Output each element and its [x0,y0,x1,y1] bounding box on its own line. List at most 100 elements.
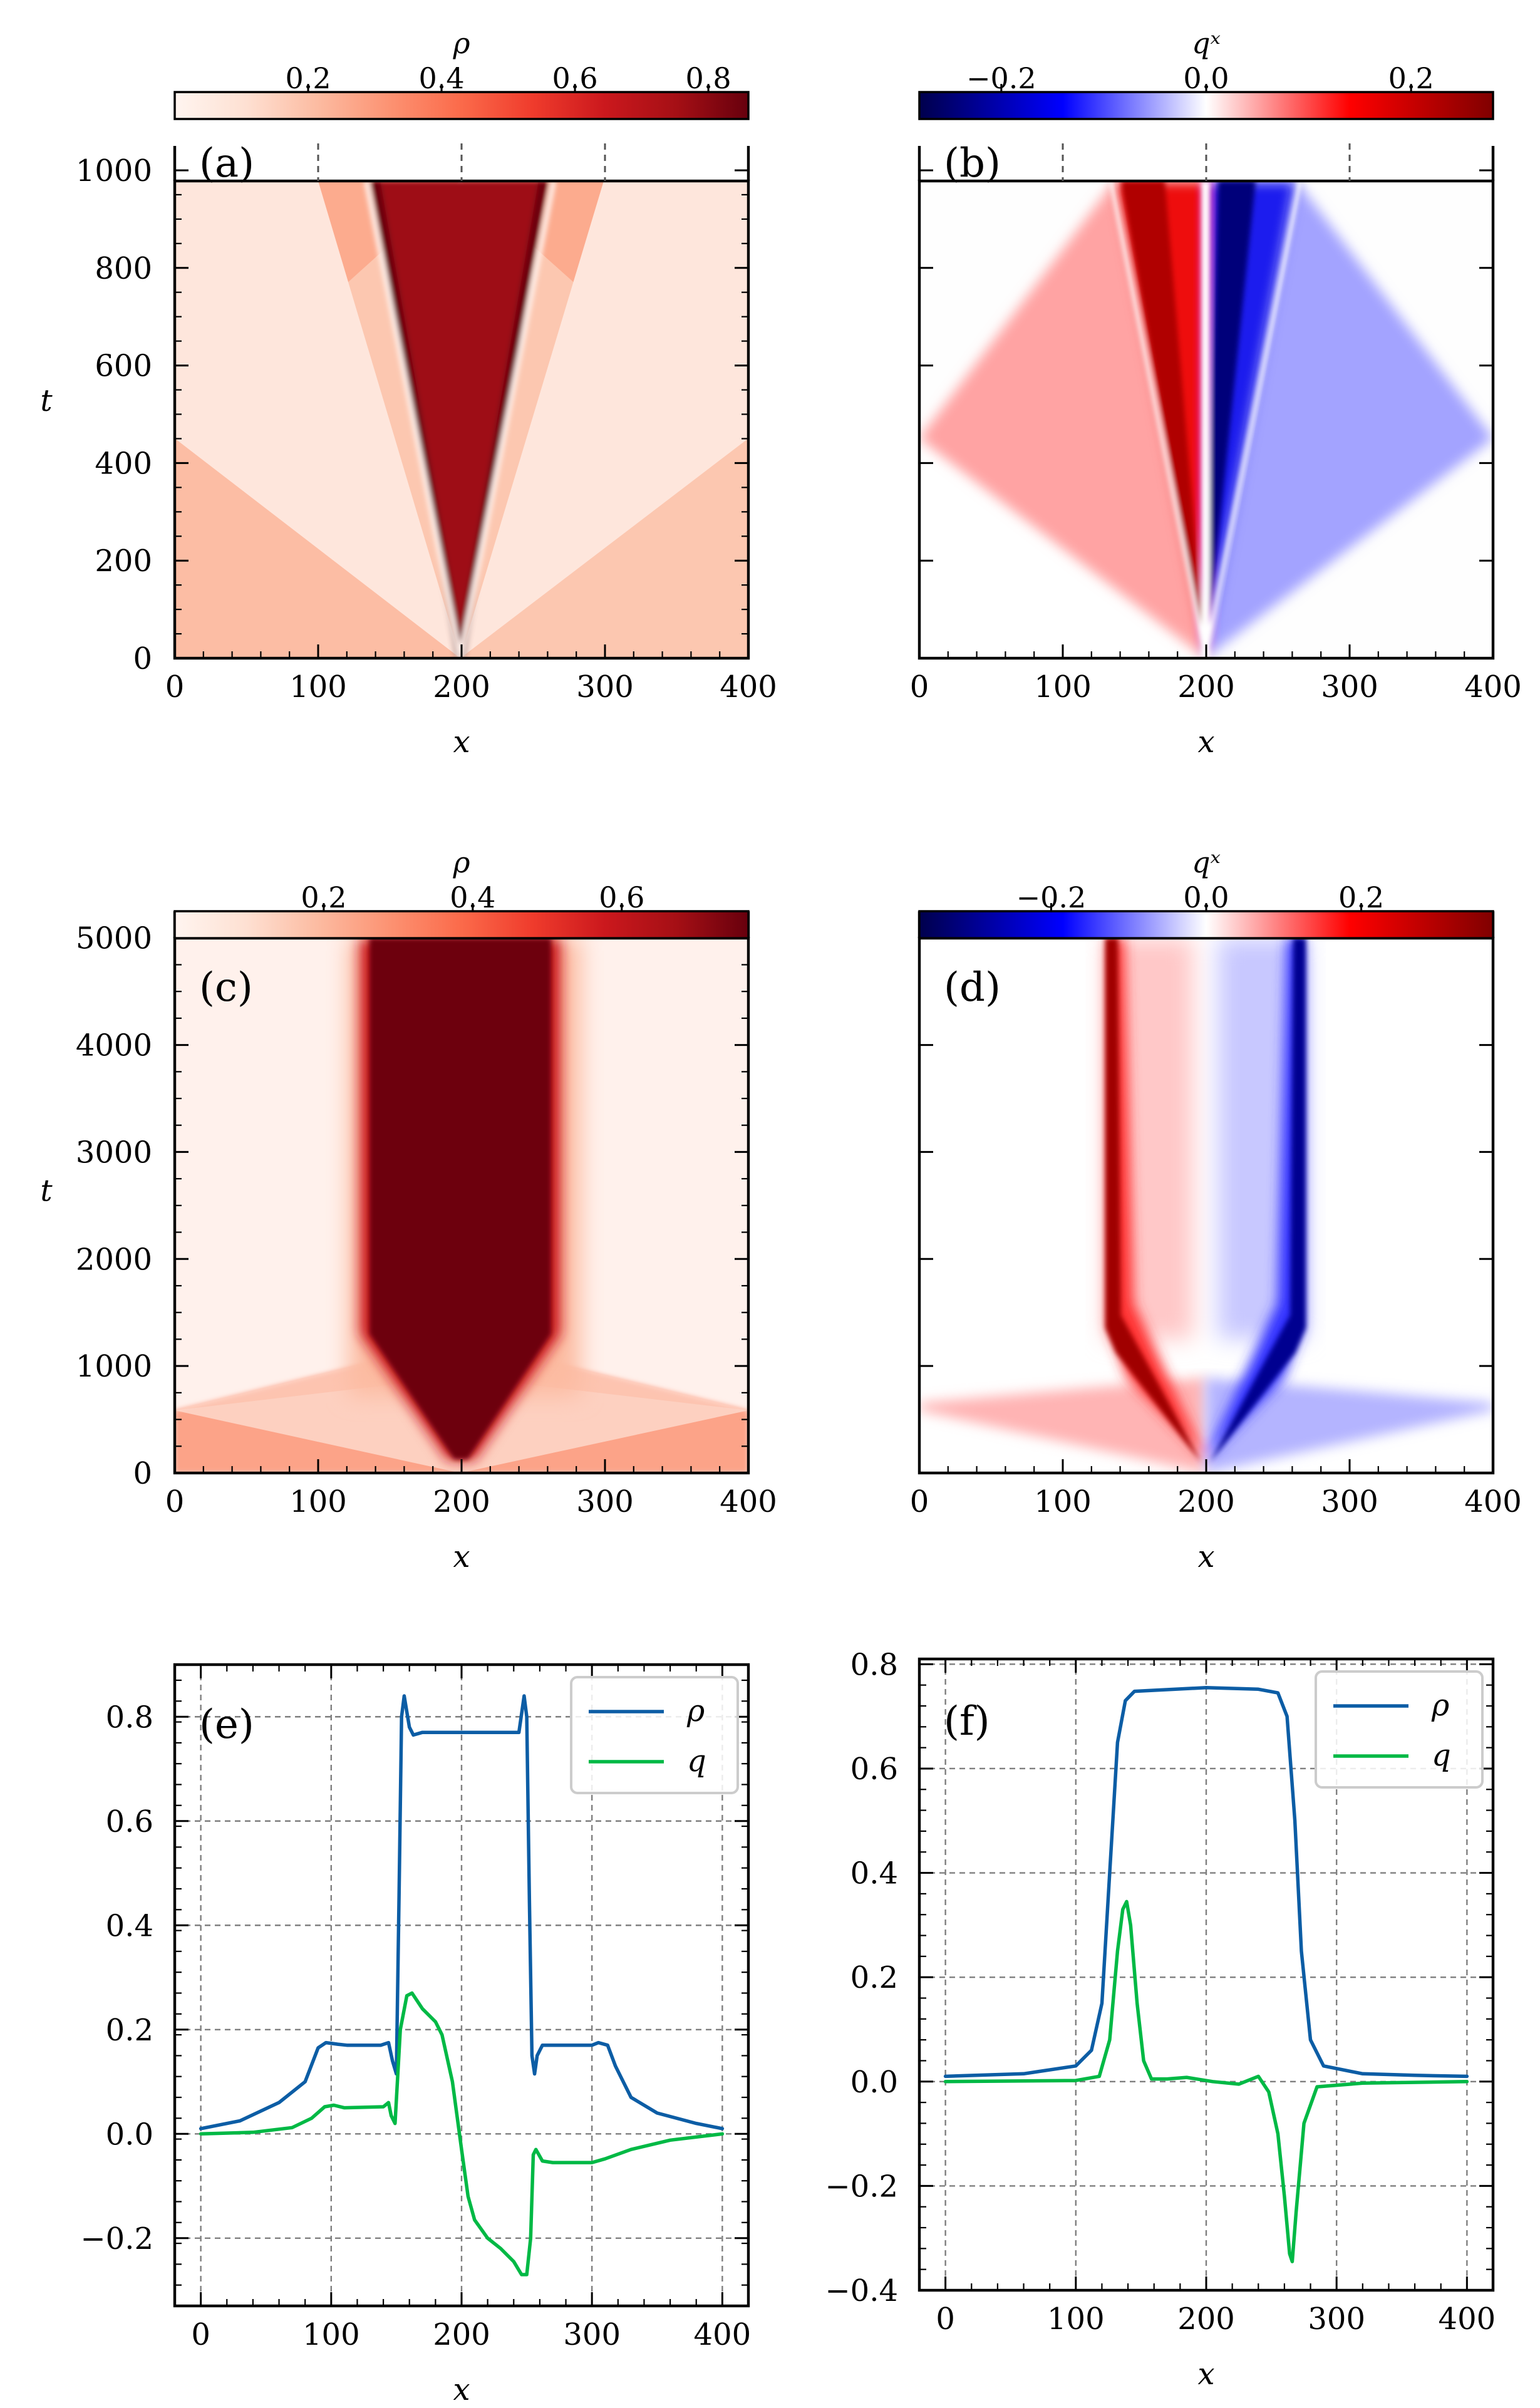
panel-d-qx-heatmap: (d) −0.2 0.0 0.2 qˣ 0 100 200 300 400 x [910,845,1522,1574]
y-tick-label: −0.2 [825,2169,898,2204]
y-tick-label: 0.0 [850,2065,898,2100]
x-tick-label: 0 [165,669,185,705]
x-tick-label: 300 [1321,1484,1378,1519]
panel-label: (f) [944,1698,990,1745]
panel-label: (a) [199,140,254,187]
colorbar [918,910,1494,939]
y-tick-label: 4000 [76,1028,152,1063]
panel-e-line-plot: (e) ρq 0 100 200 300 400 −0.2 0.0 0.2 0.4 0.6 0.8 x [80,1663,752,2407]
colorbar-tick-label: 0.6 [599,881,644,914]
x-tick-label: 200 [433,2317,490,2352]
x-axis-label: x [453,1539,470,1574]
y-tick-label: 1000 [76,153,152,189]
panel-label: (c) [199,964,253,1011]
panel-f-line-plot: (f) ρq 0 100 200 300 400 −0.4 −0.2 0.0 0.2 0.4 0.6… [825,1647,1496,2392]
legend-box [570,1676,739,1794]
x-axis-label: x [453,2372,470,2407]
legend-entry: ρ [686,1693,705,1728]
panel-a-rho-heatmap: (a) 0.2 0.4 0.6 0.8 ρ 0 100 200 300 400 x 0 200 400 60… [40,26,777,760]
y-tick-label: 0.8 [106,1700,153,1735]
y-tick-label: 0.2 [850,1960,898,1995]
x-tick-label: 300 [576,1484,634,1519]
colorbar-tick-label: 0.2 [285,61,331,95]
colorbar-label: ρ [452,845,470,879]
x-tick-label: 200 [1177,669,1235,705]
x-tick-label: 100 [1034,1484,1092,1519]
x-tick-label: 100 [1047,2302,1105,2337]
legend-entry: ρ [1431,1688,1449,1723]
x-axis-label: x [1197,2357,1214,2392]
heatmap-a-image [175,181,748,658]
colorbar-label: ρ [452,26,470,60]
y-tick-label: 0.0 [106,2117,153,2152]
y-tick-label: 200 [95,544,152,579]
y-tick-label: 0 [133,641,152,676]
y-tick-label: 5000 [76,921,152,956]
heatmap-d-image [919,938,1493,1473]
y-tick-label: 600 [95,349,152,384]
x-tick-label: 400 [1464,1484,1522,1519]
x-tick-label: 0 [910,1484,929,1519]
colorbar-tick-label: 0.4 [450,881,495,914]
x-tick-label: 400 [694,2317,752,2352]
colorbar-label: qˣ [1192,26,1221,60]
colorbar-tick-label: −0.2 [1016,881,1087,914]
x-tick-label: 200 [1177,1484,1235,1519]
x-axis-label: x [1197,1539,1214,1574]
heatmap-b-image [919,181,1493,658]
y-tick-label: 1000 [76,1349,152,1384]
y-tick-label: 0 [133,1456,152,1491]
colorbar [918,91,1494,120]
x-tick-label: 100 [289,669,347,705]
panel-label: (b) [944,140,1001,187]
colorbar-tick-label: 0.2 [1338,881,1384,914]
series-line-q [199,1991,725,2276]
series-line-rho [199,1694,725,2131]
colorbar [173,910,750,939]
colorbar-tick-label: 0.6 [552,61,597,95]
x-axis-label: x [453,725,470,760]
y-axis-label: t [40,1174,53,1209]
y-tick-label: 0.2 [106,2013,153,2048]
x-tick-label: 400 [720,669,777,705]
x-tick-label: 100 [302,2317,360,2352]
y-tick-label: 0.6 [850,1752,898,1787]
colorbar-tick-label: 0.4 [418,61,464,95]
series-line-q [943,1899,1469,2263]
y-tick-label: 2000 [76,1242,152,1277]
colorbar-tick-label: 0.0 [1183,61,1229,95]
x-tick-label: 300 [1321,669,1378,705]
x-tick-label: 200 [433,1484,490,1519]
panel-c-rho-heatmap: (c) 0.2 0.4 0.6 ρ 0 100 200 300 400 x 0 1000 2000 300… [40,845,777,1574]
y-tick-label: 400 [95,446,152,481]
heatmap-c-image [175,938,748,1473]
y-axis-label: t [40,383,53,418]
colorbar-tick-label: −0.2 [966,61,1036,95]
y-tick-label: 0.6 [106,1804,153,1839]
panel-label: (d) [944,964,1001,1011]
series-line-rho [943,1686,1469,2079]
legend-box [1315,1670,1484,1789]
colorbar-tick-label: 0.0 [1183,881,1229,914]
x-tick-label: 0 [910,669,929,705]
legend-entry: q [1432,1738,1451,1773]
x-tick-label: 200 [1177,2302,1235,2337]
x-tick-label: 100 [1034,669,1092,705]
colorbar-tick-label: 0.2 [1388,61,1434,95]
x-tick-label: 300 [1308,2302,1365,2337]
colorbar-label: qˣ [1192,845,1221,879]
legend-entry: q [687,1744,706,1779]
colorbar-tick-label: 0.8 [686,61,731,95]
x-tick-label: 300 [576,669,634,705]
y-tick-label: 0.4 [106,1908,153,1943]
x-tick-label: 400 [1464,669,1522,705]
y-tick-label: −0.2 [80,2221,153,2256]
x-tick-label: 300 [563,2317,621,2352]
x-tick-label: 100 [289,1484,347,1519]
colorbar [173,91,750,120]
y-tick-label: 0.8 [850,1647,898,1682]
x-tick-label: 400 [1439,2302,1496,2337]
colorbar-tick-label: 0.2 [301,881,346,914]
x-axis-label: x [1197,725,1214,760]
